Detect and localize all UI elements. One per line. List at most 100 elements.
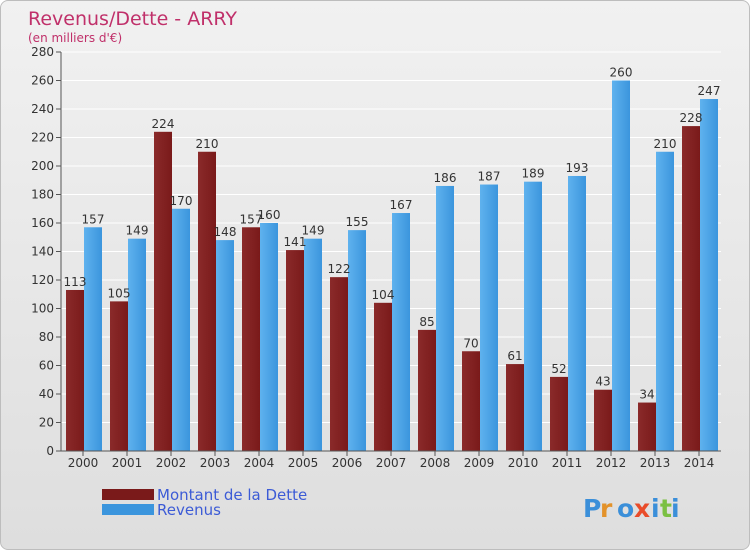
bar-dette: [286, 250, 304, 451]
value-label: 34: [639, 388, 654, 402]
logo-letter: r: [600, 494, 613, 523]
value-label: 160: [258, 208, 281, 222]
value-label: 43: [595, 375, 610, 389]
value-label: 187: [478, 170, 501, 184]
y-tick-label: 0: [46, 444, 54, 458]
y-tick-label: 240: [31, 102, 54, 116]
value-label: 70: [463, 336, 478, 350]
y-tick-label: 60: [39, 359, 54, 373]
logo-letter: o: [617, 494, 634, 523]
x-tick-label: 2012: [596, 456, 627, 470]
bar-revenus: [480, 184, 498, 451]
x-tick-label: 2003: [200, 456, 231, 470]
value-label: 122: [328, 262, 351, 276]
bar-revenus: [128, 238, 146, 451]
bar-revenus: [568, 175, 586, 451]
value-label: 61: [507, 349, 522, 363]
x-tick-label: 2008: [420, 456, 451, 470]
x-tick-label: 2011: [552, 456, 583, 470]
x-tick-label: 2009: [464, 456, 495, 470]
y-tick-label: 120: [31, 273, 54, 287]
x-tick-label: 2000: [68, 456, 99, 470]
value-label: 210: [196, 137, 219, 151]
x-tick-label: 2014: [684, 456, 715, 470]
value-label: 141: [284, 235, 307, 249]
value-labels: 1131571051492241702101481571601411491221…: [64, 66, 721, 402]
bar-revenus: [348, 230, 366, 451]
bar-revenus: [436, 185, 454, 451]
x-axis: 2000 2001 2002 2003 2004 2005 2006 2007 2008 2009…: [61, 450, 721, 470]
bar-dette: [638, 402, 656, 451]
value-label: 189: [522, 167, 545, 181]
bar-revenus: [524, 181, 542, 452]
bar-revenus: [612, 80, 630, 451]
legend-label: Montant de la Dette: [157, 486, 307, 504]
y-tick-label: 20: [39, 416, 54, 430]
bar-dette: [418, 329, 436, 451]
proxiti-logo: Pr o x i t i: [583, 494, 680, 523]
value-label: 193: [566, 161, 589, 175]
bar-dette: [66, 289, 84, 451]
y-tick-label: 200: [31, 159, 54, 173]
bar-dette: [154, 131, 172, 452]
x-tick-label: 2002: [156, 456, 187, 470]
bar-revenus: [700, 99, 718, 452]
legend-swatch: [102, 504, 154, 515]
bar-revenus: [216, 240, 234, 451]
x-tick-label: 2001: [112, 456, 143, 470]
bar-revenus: [172, 208, 190, 451]
bar-dette: [594, 389, 612, 451]
bar-revenus: [304, 238, 322, 451]
logo-letter: P: [583, 494, 601, 523]
chart-subtitle: (en milliers d'€): [28, 31, 122, 45]
value-label: 228: [680, 111, 703, 125]
value-label: 157: [240, 212, 263, 226]
value-label: 149: [126, 224, 149, 238]
bars: [66, 80, 718, 452]
y-tick-label: 160: [31, 216, 54, 230]
value-label: 104: [372, 288, 395, 302]
value-label: 85: [419, 315, 434, 329]
legend-swatch: [102, 489, 154, 500]
bar-revenus: [84, 227, 102, 451]
y-tick-label: 100: [31, 302, 54, 316]
logo-letter: i: [671, 494, 680, 523]
x-tick-label: 2005: [288, 456, 319, 470]
logo-letter: i: [651, 494, 660, 523]
value-label: 105: [108, 286, 131, 300]
y-tick-label: 80: [39, 330, 54, 344]
x-tick-label: 2013: [640, 456, 671, 470]
bar-dette: [242, 227, 260, 451]
bar-dette: [682, 126, 700, 451]
value-label: 186: [434, 171, 457, 185]
bar-dette: [462, 351, 480, 451]
value-label: 155: [346, 215, 369, 229]
value-label: 157: [82, 212, 105, 226]
x-tick-label: 2004: [244, 456, 275, 470]
value-label: 148: [214, 225, 237, 239]
legend-label: Revenus: [157, 501, 221, 519]
bar-revenus: [392, 213, 410, 451]
x-tick-label: 2007: [376, 456, 407, 470]
y-tick-label: 260: [31, 74, 54, 88]
bar-dette: [550, 376, 568, 451]
bar-revenus: [260, 223, 278, 451]
value-label: 113: [64, 275, 87, 289]
value-label: 52: [551, 362, 566, 376]
value-label: 224: [152, 117, 175, 131]
value-label: 170: [170, 194, 193, 208]
y-axis: 0 20 40 60 80 100 120 140 160 180 200 220 240 260 280: [31, 45, 62, 458]
y-tick-label: 280: [31, 45, 54, 59]
bar-dette: [198, 151, 216, 451]
logo-letter: t: [660, 494, 672, 523]
value-label: 247: [698, 84, 721, 98]
bar-dette: [330, 277, 348, 451]
bar-dette: [506, 364, 524, 451]
bar-dette: [374, 302, 392, 451]
x-tick-label: 2006: [332, 456, 363, 470]
y-tick-label: 40: [39, 387, 54, 401]
logo-letter: x: [634, 494, 650, 523]
